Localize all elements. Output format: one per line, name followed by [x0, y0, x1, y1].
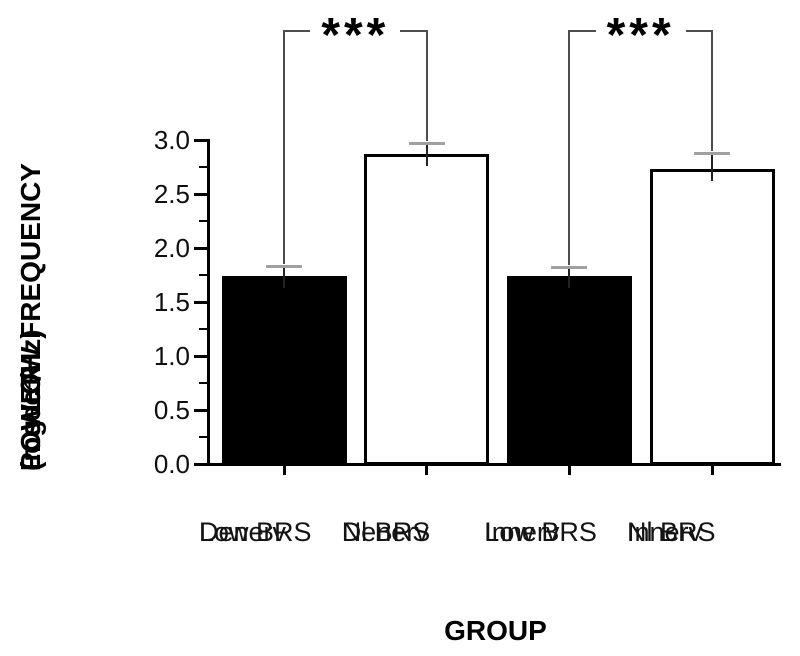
y-axis-line — [207, 139, 210, 466]
y-axis-title-line: (msec²/Hz) — [15, 329, 46, 471]
x-tick-label-line: Low BRS — [484, 517, 597, 547]
error-bar-whisker — [568, 267, 571, 289]
bar-innerv-low-brs — [506, 276, 632, 465]
significance-stars: *** — [321, 9, 390, 62]
y-major-tick — [194, 246, 207, 250]
y-minor-tick — [199, 436, 207, 438]
y-minor-tick — [199, 220, 207, 222]
x-tick-label-line: Nl BRS — [341, 517, 431, 547]
x-tick-label-line: Denerv — [199, 517, 287, 547]
y-tick-label: 2.0 — [153, 233, 190, 263]
error-bar-cap — [551, 266, 588, 270]
error-bar-whisker — [711, 152, 713, 182]
significance-bracket-left-line — [283, 30, 285, 265]
x-tick-label-line: Innerv — [484, 517, 560, 547]
significance-bracket-right-line — [425, 30, 428, 142]
error-bar-cap — [408, 142, 445, 146]
significance-bracket-top-line — [400, 30, 428, 32]
significance-bracket-left-line — [568, 30, 571, 266]
y-minor-tick — [199, 328, 207, 330]
x-tick-label-line: Innerv — [627, 517, 703, 547]
significance-bracket-right-line — [711, 30, 713, 151]
error-bar-whisker — [425, 143, 428, 167]
significance-bracket-top-line — [283, 30, 311, 32]
y-tick-label: 1.0 — [153, 341, 190, 371]
x-axis-title: GROUP — [444, 615, 547, 646]
y-major-tick — [194, 462, 207, 466]
y-major-tick — [194, 192, 207, 196]
y-tick-label: 1.5 — [153, 287, 190, 317]
significance-bracket-top-line — [685, 30, 713, 32]
y-minor-tick — [199, 382, 207, 384]
y-minor-tick — [199, 274, 207, 276]
y-major-tick — [194, 138, 207, 142]
error-bar-cap — [694, 151, 730, 155]
error-bar-cap — [266, 265, 302, 269]
bar-innerv-nl-brs — [649, 169, 775, 465]
y-major-tick — [194, 300, 207, 304]
bar-denerv-low-brs — [221, 276, 347, 465]
x-axis-line — [207, 463, 781, 466]
y-tick-label: 3.0 — [153, 125, 190, 155]
x-major-tick — [425, 466, 429, 475]
x-major-tick — [282, 466, 286, 475]
x-major-tick — [567, 466, 571, 475]
x-tick-label-line: Low BRS — [199, 517, 312, 547]
y-tick-label: 0.5 — [153, 395, 190, 425]
y-minor-tick — [199, 166, 207, 168]
y-tick-label: 2.5 — [153, 179, 190, 209]
x-tick-label-line: Denerv — [341, 517, 429, 547]
x-major-tick — [710, 466, 714, 475]
bar-denerv-nl-brs — [364, 154, 490, 465]
significance-stars: *** — [606, 9, 675, 62]
y-tick-label: 0.0 — [153, 449, 190, 479]
y-major-tick — [194, 354, 207, 358]
y-axis-title: Log LOW FREQUENCY POWER (msec²/Hz) — [15, 131, 111, 471]
significance-bracket-top-line — [568, 30, 596, 32]
y-major-tick — [194, 408, 207, 412]
error-bar-whisker — [283, 266, 285, 289]
x-tick-label-line: Nl BRS — [627, 517, 716, 547]
